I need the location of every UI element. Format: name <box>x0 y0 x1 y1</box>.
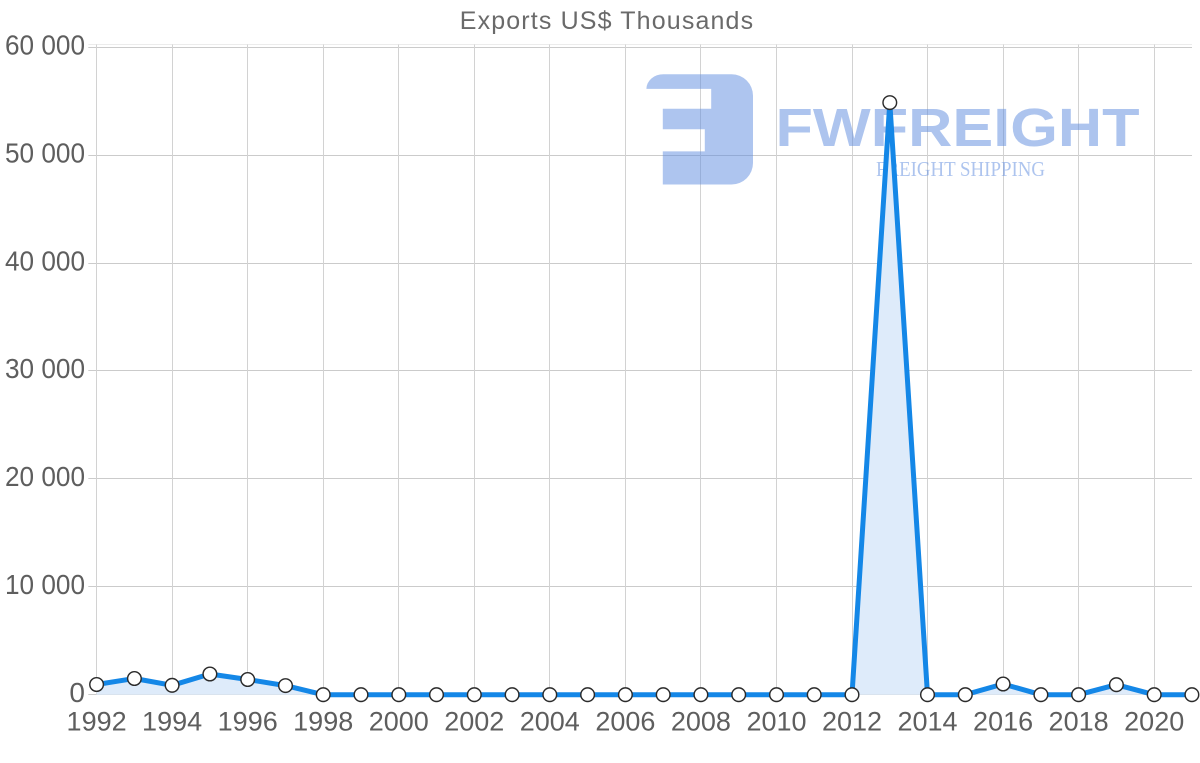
svg-text:40 000: 40 000 <box>5 245 85 276</box>
svg-text:2020: 2020 <box>1124 706 1184 736</box>
svg-text:1998: 1998 <box>293 706 353 736</box>
svg-text:1992: 1992 <box>67 706 127 736</box>
svg-text:1996: 1996 <box>218 706 278 736</box>
svg-text:0: 0 <box>69 677 85 708</box>
svg-text:2000: 2000 <box>369 706 429 736</box>
svg-text:2008: 2008 <box>671 706 731 736</box>
svg-text:FWFREIGHT: FWFREIGHT <box>776 98 1140 158</box>
svg-text:30 000: 30 000 <box>5 353 85 384</box>
svg-text:2002: 2002 <box>444 706 504 736</box>
svg-text:2006: 2006 <box>595 706 655 736</box>
svg-text:1994: 1994 <box>142 706 202 736</box>
svg-text:FREIGHT SHIPPING: FREIGHT SHIPPING <box>876 157 1045 181</box>
svg-text:2010: 2010 <box>746 706 806 736</box>
svg-text:60 000: 60 000 <box>5 30 85 61</box>
svg-text:10 000: 10 000 <box>5 569 85 600</box>
svg-text:2014: 2014 <box>897 706 957 736</box>
svg-text:2012: 2012 <box>822 706 882 736</box>
svg-text:Exports US$ Thousands: Exports US$ Thousands <box>460 7 754 35</box>
svg-text:50 000: 50 000 <box>5 137 85 168</box>
svg-text:2018: 2018 <box>1049 706 1109 736</box>
svg-text:2016: 2016 <box>973 706 1033 736</box>
svg-text:2004: 2004 <box>520 706 580 736</box>
svg-text:20 000: 20 000 <box>5 461 85 492</box>
